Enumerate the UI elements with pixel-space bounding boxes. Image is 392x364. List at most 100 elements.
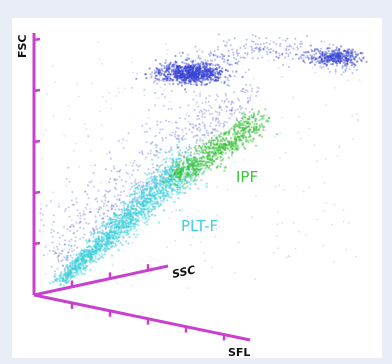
scatter-point bbox=[154, 77, 157, 80]
scatter-point bbox=[48, 281, 52, 284]
scatter-point bbox=[302, 51, 305, 54]
scatter-point bbox=[69, 225, 72, 228]
scatter-point bbox=[104, 193, 107, 196]
scatter-point bbox=[275, 55, 278, 58]
scatter-point bbox=[200, 80, 203, 84]
scatter-point bbox=[180, 69, 183, 72]
scatter-point bbox=[165, 76, 168, 79]
scatter-point bbox=[156, 201, 159, 204]
scatter-point bbox=[62, 284, 65, 287]
scatter-point bbox=[104, 168, 107, 171]
scatter-point bbox=[148, 215, 151, 218]
scatter-point bbox=[181, 138, 184, 141]
scatter-point bbox=[131, 216, 135, 219]
scatter-point bbox=[167, 70, 170, 73]
scatter-point bbox=[350, 58, 353, 61]
scatter-point bbox=[356, 113, 358, 115]
scatter-point bbox=[57, 254, 60, 257]
scatter-point bbox=[155, 74, 158, 77]
scatter-point bbox=[162, 158, 166, 161]
scatter-point bbox=[186, 72, 189, 75]
scatter-point bbox=[209, 54, 212, 57]
scatter-point bbox=[294, 53, 297, 56]
scatter-point bbox=[209, 141, 212, 144]
scatter-point bbox=[178, 117, 181, 120]
scatter-point bbox=[145, 130, 148, 133]
scatter-point bbox=[218, 104, 221, 107]
scatter-point bbox=[92, 253, 95, 256]
scatter-point bbox=[205, 74, 208, 77]
scatter-point bbox=[184, 58, 187, 61]
scatter-point bbox=[158, 68, 161, 71]
scatter-point bbox=[230, 115, 233, 117]
scatter-point bbox=[321, 60, 324, 63]
scatter-point bbox=[186, 149, 189, 152]
scatter-point bbox=[256, 90, 259, 93]
scatter-point bbox=[110, 246, 113, 249]
scatter-point bbox=[177, 137, 180, 140]
scatter-point bbox=[136, 186, 139, 189]
scatter-point bbox=[239, 105, 242, 107]
scatter-point bbox=[180, 73, 183, 76]
scatter-point bbox=[187, 151, 189, 154]
scatter-point bbox=[244, 116, 247, 119]
scatter-point bbox=[214, 129, 217, 132]
scatter-point bbox=[87, 203, 89, 206]
scatter-point bbox=[282, 189, 285, 192]
scatter-point bbox=[255, 46, 258, 49]
scatter-point bbox=[302, 60, 305, 63]
scatter-point bbox=[177, 191, 180, 195]
scatter-point bbox=[97, 211, 100, 213]
scatter-point bbox=[178, 134, 181, 137]
scatter-point bbox=[236, 52, 239, 55]
scatter-point bbox=[217, 120, 220, 123]
scatter-point bbox=[234, 272, 237, 274]
scatter-point bbox=[180, 81, 183, 84]
scatter-point bbox=[207, 134, 210, 137]
scatter-point bbox=[162, 177, 165, 180]
scatter-point bbox=[184, 151, 187, 154]
scatter-point bbox=[244, 130, 247, 133]
scatter-point bbox=[64, 243, 67, 246]
scatter-point bbox=[226, 84, 229, 87]
scatter-point bbox=[89, 269, 92, 272]
scatter-point bbox=[179, 176, 182, 180]
scatter-point bbox=[230, 137, 233, 140]
scatter-point bbox=[101, 240, 104, 243]
scatter-point bbox=[146, 187, 149, 190]
scatter-point bbox=[224, 152, 227, 155]
scatter-point bbox=[92, 227, 95, 230]
scatter-point bbox=[107, 190, 110, 193]
scatter-point bbox=[193, 164, 197, 167]
scatter-point bbox=[213, 160, 216, 163]
scatter-point bbox=[155, 197, 158, 200]
scatter-point bbox=[227, 140, 230, 143]
scatter-point bbox=[93, 164, 96, 167]
scatter-point bbox=[207, 100, 210, 103]
scatter-point bbox=[74, 240, 77, 243]
scatter-point bbox=[339, 57, 342, 61]
scatter-point bbox=[138, 191, 141, 194]
scatter-point bbox=[210, 139, 213, 142]
scatter-point bbox=[145, 122, 148, 125]
scatter-point bbox=[186, 180, 189, 183]
scatter-point bbox=[308, 51, 310, 54]
scatter-point bbox=[157, 221, 161, 224]
scatter-point bbox=[311, 67, 314, 69]
scatter-point bbox=[159, 170, 162, 173]
scatter-point bbox=[128, 201, 132, 205]
scatter-point bbox=[122, 200, 126, 203]
scatter-point bbox=[321, 50, 324, 53]
scatter-point bbox=[258, 124, 261, 127]
scatter-point bbox=[68, 265, 72, 268]
scatter-point bbox=[203, 108, 206, 111]
scatter-point bbox=[178, 209, 181, 212]
scatter-point bbox=[275, 43, 278, 46]
scatter-point bbox=[205, 109, 208, 112]
scatter-point bbox=[114, 203, 117, 206]
scatter-point bbox=[168, 120, 170, 123]
scatter-point bbox=[193, 72, 196, 74]
scatter-point bbox=[183, 182, 186, 185]
scatter-point bbox=[76, 209, 79, 212]
scatter-point bbox=[227, 54, 230, 57]
